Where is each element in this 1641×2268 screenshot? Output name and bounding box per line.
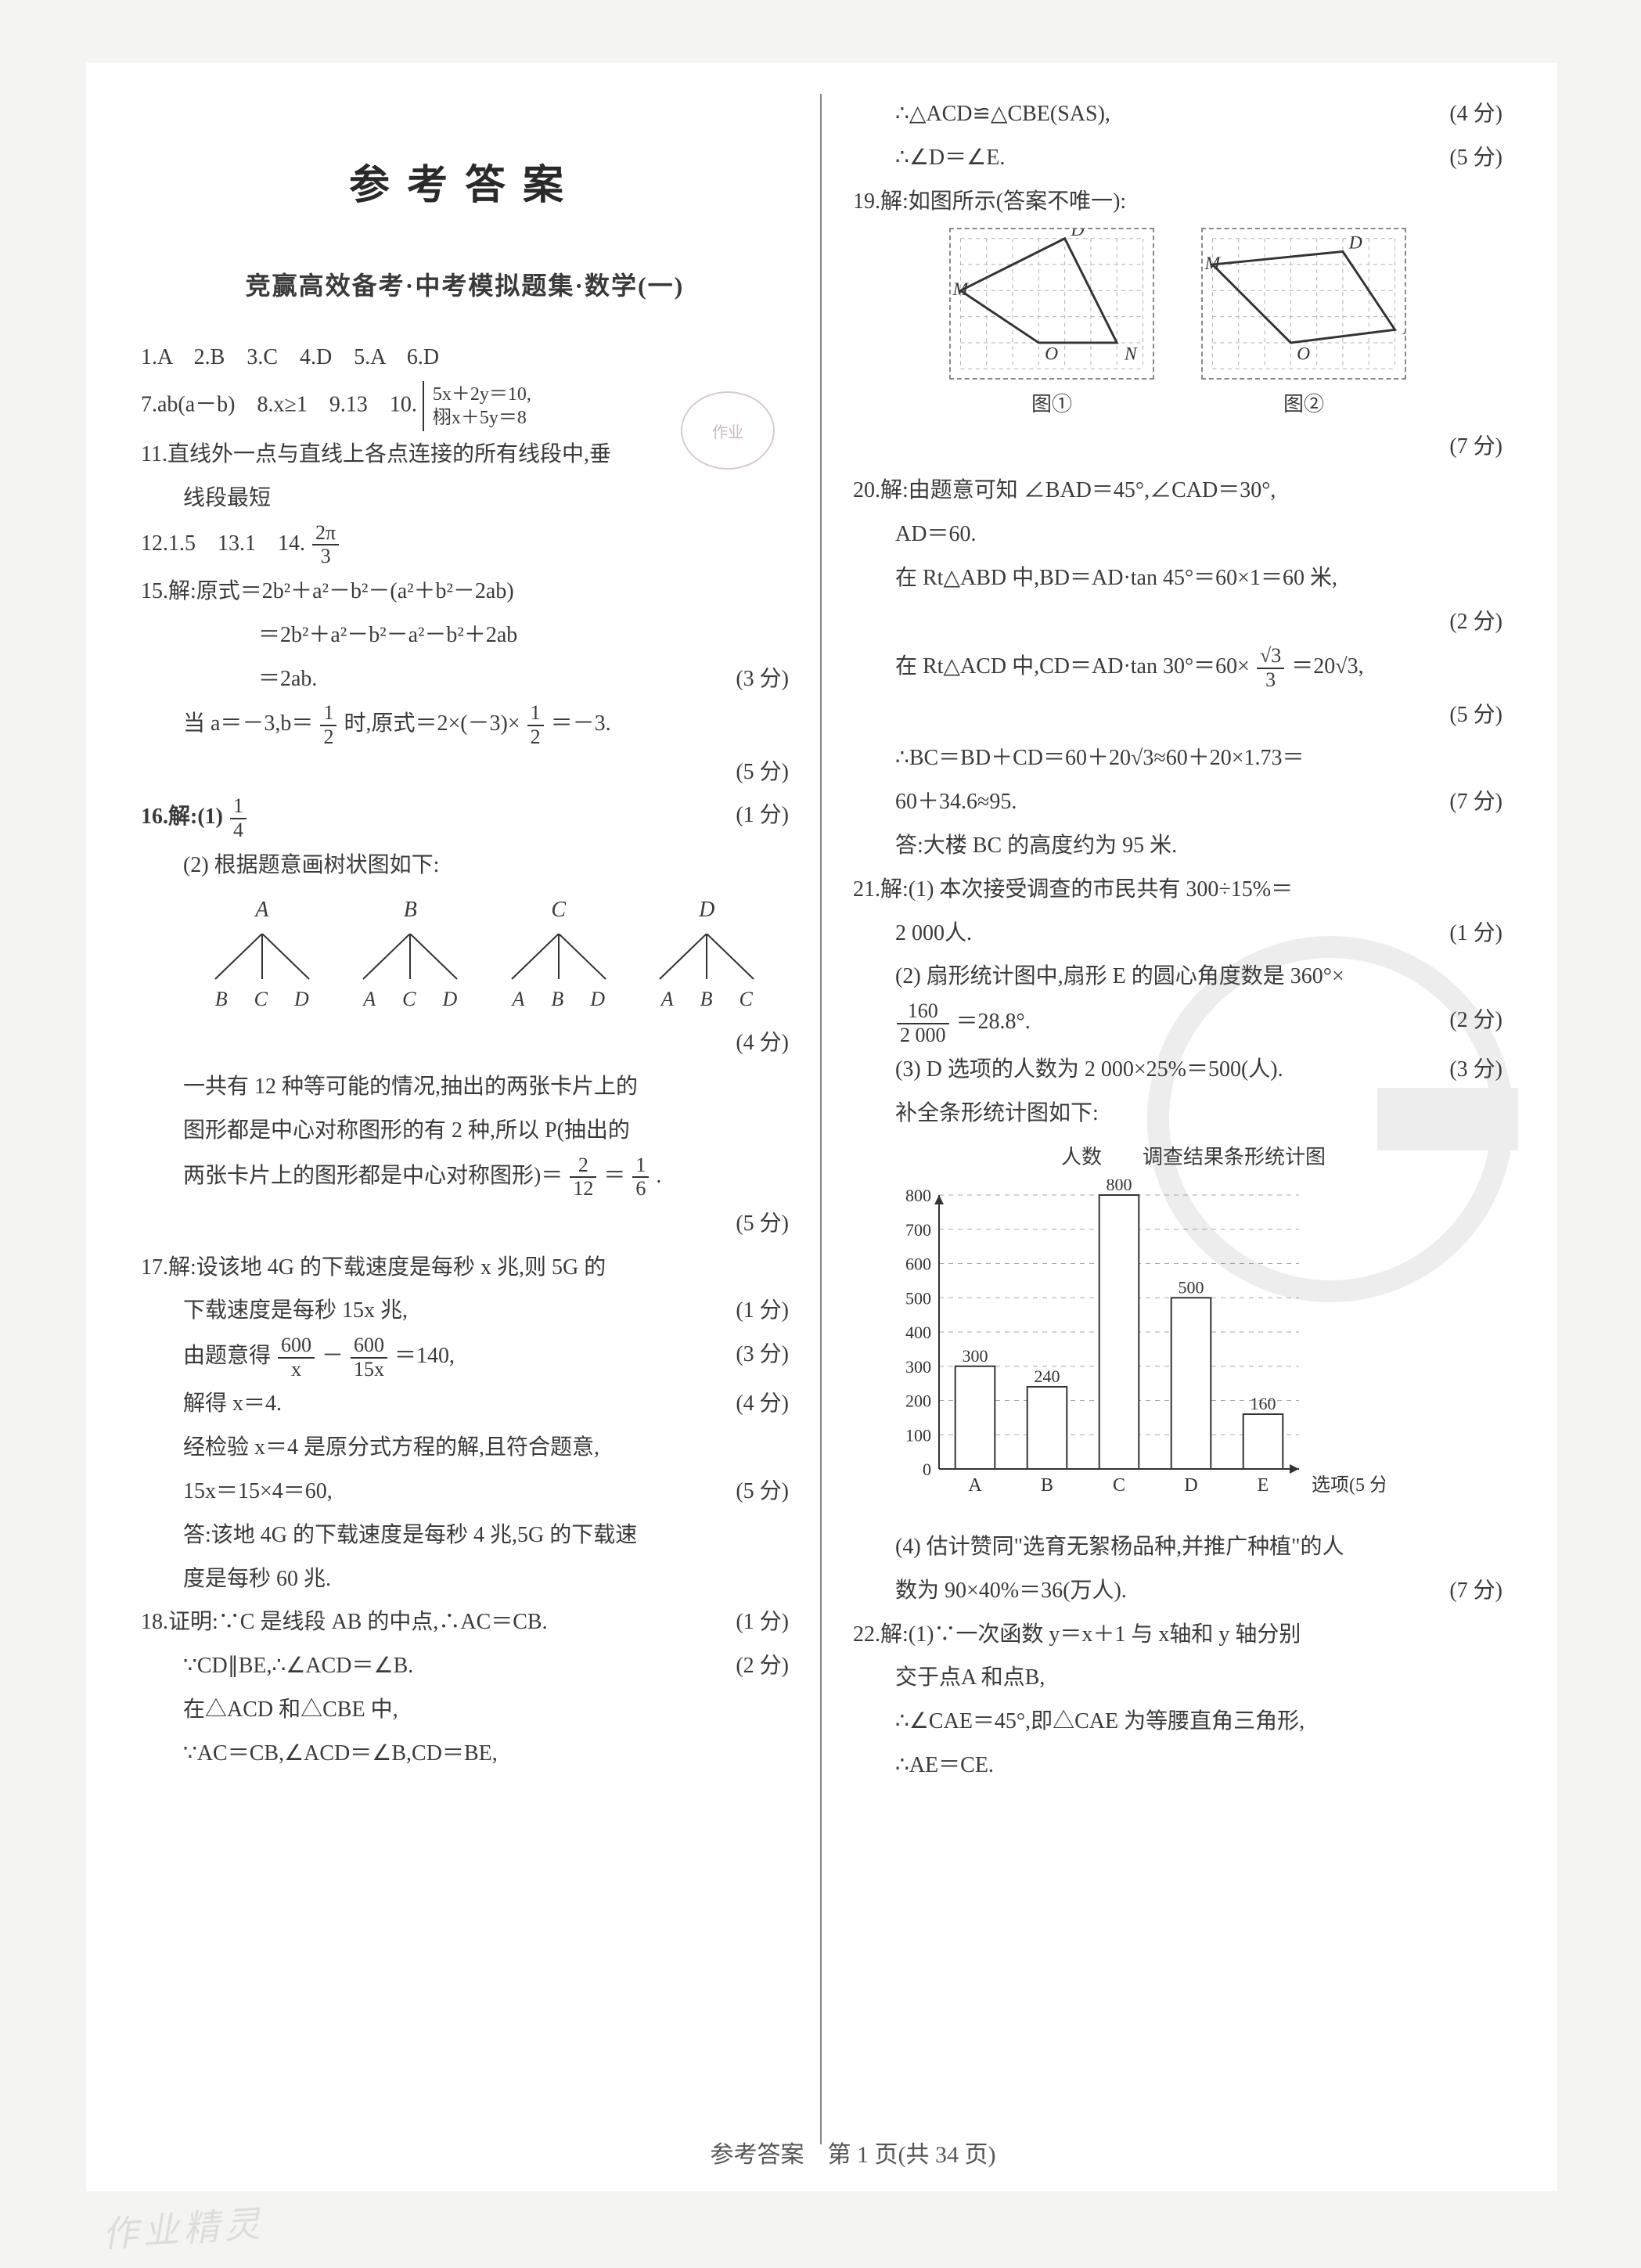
- p17g: 答:该地 4G 的下载速度是每秒 4 兆,5G 的下载速: [141, 1515, 789, 1556]
- svg-text:500: 500: [905, 1288, 931, 1308]
- p16e: 图形都是中心对称图形的有 2 种,所以 P(抽出的: [141, 1111, 789, 1151]
- svg-text:200: 200: [905, 1391, 931, 1411]
- p17c: 由题意得 600x － 60015x ＝140, (3 分): [141, 1334, 789, 1381]
- p17e: 经检验 x＝4 是原分式方程的解,且符合题意,: [141, 1427, 789, 1468]
- svg-text:800: 800: [1107, 1179, 1132, 1194]
- p21g: (4) 估计赞同"选育无絮杨品种,并推广种植"的人: [853, 1527, 1502, 1568]
- svg-text:D: D: [1070, 228, 1084, 240]
- p17h: 度是每秒 60 兆.: [141, 1559, 789, 1600]
- p17b: 下载速度是每秒 15x 兆,(1 分): [141, 1291, 789, 1331]
- svg-text:240: 240: [1035, 1366, 1060, 1386]
- p16g: (5 分): [141, 1204, 789, 1244]
- p20g: 答:大楼 BC 的高度约为 95 米.: [853, 826, 1502, 866]
- p11b: 线段最短: [141, 478, 789, 519]
- svg-text:D: D: [1348, 233, 1362, 254]
- svg-text:100: 100: [905, 1425, 931, 1445]
- p20c: 在 Rt△ABD 中,BD＝AD·tan 45°＝60×1＝60 米,: [853, 558, 1502, 599]
- svg-text:160: 160: [1251, 1394, 1276, 1413]
- svg-text:800: 800: [905, 1186, 931, 1205]
- svg-text:O: O: [1297, 344, 1310, 365]
- svg-text:300: 300: [963, 1346, 988, 1366]
- p20b: AD＝60.: [853, 514, 1502, 555]
- watermark-logo: [1135, 923, 1526, 1315]
- p17a: 17.解:设该地 4G 的下载速度是每秒 x 兆,则 5G 的: [141, 1247, 789, 1288]
- page-title: 参考答案: [141, 149, 789, 224]
- grid-figures: MDON图①MDON图②: [853, 228, 1502, 423]
- row2-pre: 7.ab(a－b) 8.x≥1 9.13 10.: [141, 393, 417, 417]
- p21h: 数为 90×40%＝36(万人).(7 分): [853, 1571, 1502, 1611]
- watermark-text: 作业精灵: [100, 2195, 266, 2258]
- eq10b: 栩x＋5y＝8: [433, 406, 531, 430]
- p19a: 19.解:如图所示(答案不唯一):: [853, 182, 1502, 222]
- p19-score: (7 分): [853, 427, 1502, 467]
- p16b: (2) 根据题意画树状图如下:: [141, 845, 789, 886]
- p22c: ∴∠CAE＝45°,即△CAE 为等腰直角三角形,: [853, 1701, 1502, 1742]
- svg-text:M: M: [952, 280, 970, 301]
- svg-text:D: D: [1184, 1475, 1197, 1496]
- p21a: 21.解:(1) 本次接受调查的市民共有 300÷15%＝: [853, 869, 1502, 910]
- p22d: ∴AE＝CE.: [853, 1745, 1502, 1786]
- p20e: ∴BC＝BD＋CD＝60＋20√3≈60＋20×1.73＝: [853, 738, 1502, 779]
- p18a: 18.证明:∵C 是线段 AB 的中点,∴AC＝CB.(1 分): [141, 1602, 789, 1643]
- p15e: (5 分): [141, 752, 789, 793]
- svg-text:400: 400: [905, 1323, 931, 1342]
- p18c: 在△ACD 和△CBE 中,: [141, 1690, 789, 1730]
- p18d: ∵AC＝CB,∠ACD＝∠B,CD＝BE,: [141, 1733, 789, 1774]
- p15d: 当 a＝－3,b＝ 12 时,原式＝2×(－3)× 12 ＝－3.: [141, 702, 789, 748]
- svg-text:600: 600: [905, 1255, 931, 1274]
- p20d: 在 Rt△ACD 中,CD＝AD·tan 30°＝60× √33 ＝20√3,: [853, 645, 1502, 691]
- p16c: (4 分): [141, 1023, 789, 1064]
- p16a: 16.解:(1) 14 (1 分): [141, 795, 789, 841]
- p20c-score: (2 分): [853, 602, 1502, 643]
- p20d-score: (5 分): [853, 695, 1502, 736]
- svg-text:300: 300: [905, 1357, 931, 1377]
- p15a: 15.解:原式＝2b²＋a²－b²－(a²＋b²－2ab): [141, 571, 789, 612]
- svg-text:N: N: [1124, 344, 1138, 365]
- page-subtitle: 竞赢高效备考·中考模拟题集·数学(一): [141, 263, 789, 309]
- p16d: 一共有 12 种等可能的情况,抽出的两张卡片上的: [141, 1067, 789, 1107]
- stamp-seal: 作业: [681, 391, 775, 470]
- svg-text:M: M: [1204, 254, 1222, 274]
- p18f: ∴∠D＝∠E.(5 分): [853, 138, 1502, 178]
- svg-text:N: N: [1402, 319, 1406, 340]
- page-footer: 参考答案 第 1 页(共 34 页): [117, 2135, 1589, 2169]
- p20f: 60＋34.6≈95.(7 分): [853, 782, 1502, 823]
- svg-text:C: C: [1113, 1475, 1125, 1496]
- svg-text:0: 0: [923, 1460, 931, 1479]
- p16f: 两张卡片上的图形都是中心对称图形)＝ 212 ＝ 16 .: [141, 1154, 789, 1201]
- p22b: 交于点A 和点B,: [853, 1658, 1502, 1698]
- svg-text:选项(5 分): 选项(5 分): [1312, 1474, 1385, 1496]
- svg-text:O: O: [1045, 344, 1058, 365]
- svg-text:A: A: [968, 1475, 982, 1496]
- eq10a: 5x＋2y＝10,: [433, 383, 531, 406]
- p17d: 解得 x＝4.(4 分): [141, 1384, 789, 1424]
- p17f: 15x＝15×4＝60,(5 分): [141, 1471, 789, 1512]
- svg-text:700: 700: [905, 1220, 931, 1240]
- p15b: ＝2b²＋a²－b²－a²－b²＋2ab: [141, 615, 789, 656]
- svg-text:E: E: [1258, 1475, 1269, 1496]
- answers-row-1: 1.A 2.B 3.C 4.D 5.A 6.D: [141, 337, 789, 378]
- row12: 12.1.5 13.1 14. 2π3: [141, 522, 789, 568]
- svg-text:B: B: [1041, 1475, 1053, 1496]
- p20a: 20.解:由题意可知 ∠BAD＝45°,∠CAD＝30°,: [853, 470, 1502, 511]
- p22a: 22.解:(1)∵一次函数 y＝x＋1 与 x轴和 y 轴分别: [853, 1615, 1502, 1655]
- tree-diagram: ABCDBACDCABDDABC: [141, 890, 789, 1018]
- p18b: ∵CD∥BE,∴∠ACD＝∠B.(2 分): [141, 1646, 789, 1687]
- bar-ylabel: 人数: [1061, 1146, 1102, 1168]
- p15c: ＝2ab.(3 分): [141, 659, 789, 700]
- p18e: ∴△ACD≌△CBE(SAS),(4 分): [853, 94, 1502, 135]
